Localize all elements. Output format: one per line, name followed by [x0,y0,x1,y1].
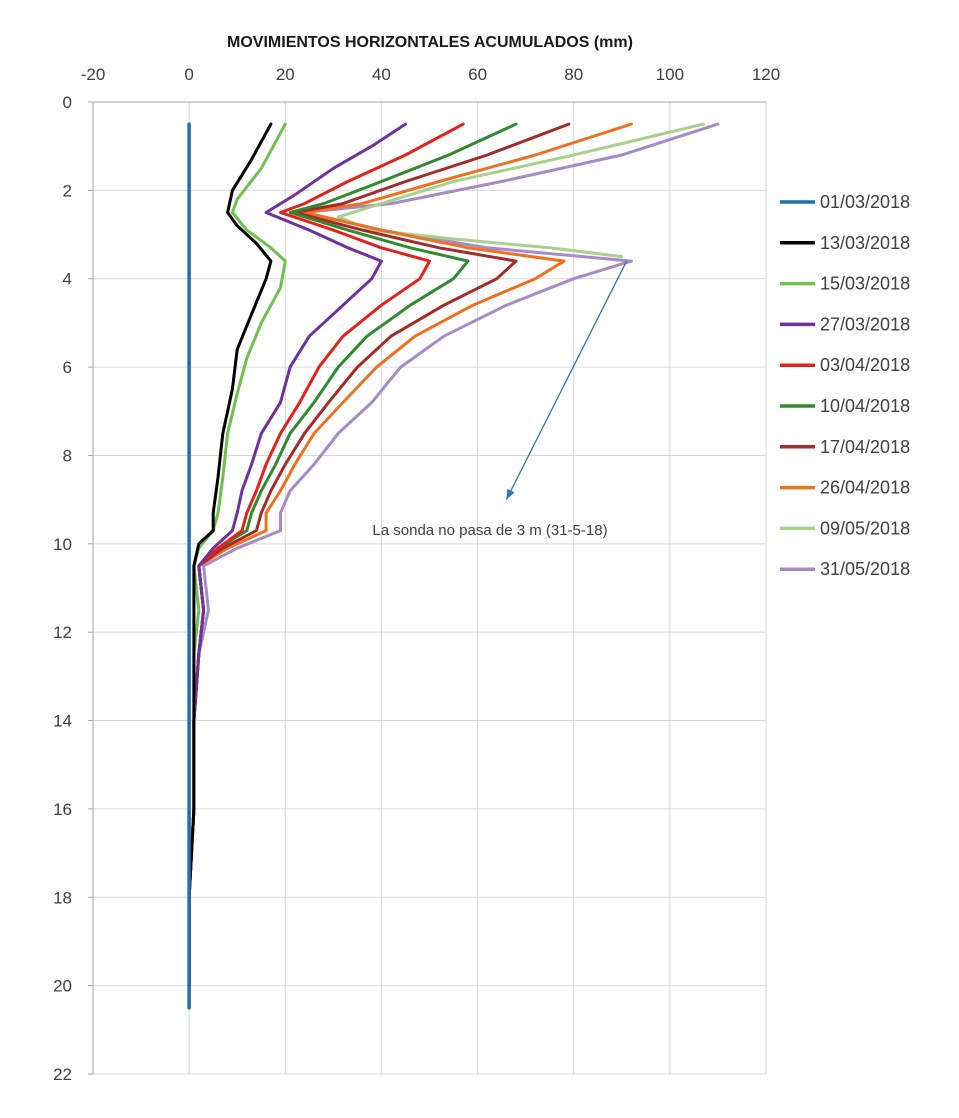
chart-title: MOVIMIENTOS HORIZONTALES ACUMULADOS (mm) [227,34,633,51]
y-tick-label: 2 [63,181,72,200]
x-tick-label: 120 [752,65,780,84]
series-line-09-05-2018 [336,122,705,259]
legend-label: 13/03/2018 [820,233,910,253]
series-line-27-03-2018 [187,122,407,988]
series-line-13-03-2018 [187,122,273,988]
series-line-03-04-2018 [187,122,465,988]
x-tick-label: 40 [372,65,391,84]
legend-label: 31/05/2018 [820,559,910,579]
legend-label: 27/03/2018 [820,314,910,334]
annotation-arrowhead [506,488,515,500]
y-tick-label: 8 [63,446,72,465]
axes: -20 0 20 40 60 80 100 120 0 2 4 6 8 10 12 14 16 18 20 22 [53,65,780,1084]
legend-label: 15/03/2018 [820,274,910,294]
annotation-arrow [505,260,628,500]
legend: 01/03/2018 13/03/2018 15/03/2018 27/03/2018… [780,192,910,579]
legend-label: 09/05/2018 [820,518,910,538]
y-tick-label: 6 [63,358,72,377]
y-tick-label: 16 [53,800,72,819]
x-tick-label: 0 [184,65,193,84]
x-tick-label: 100 [656,65,684,84]
y-tick-label: 4 [63,270,72,289]
y-tick-label: 18 [53,888,72,907]
y-tick-label: 22 [53,1065,72,1084]
y-tick-label: 12 [53,623,72,642]
annotation-text: La sonda no pasa de 3 m (31-5-18) [372,522,607,539]
x-tick-label: 60 [468,65,487,84]
x-tick-label: 20 [276,65,295,84]
legend-label: 03/04/2018 [820,355,910,375]
legend-label: 10/04/2018 [820,396,910,416]
legend-label: 01/03/2018 [820,192,910,212]
grid [92,101,767,1075]
y-tick-label: 0 [63,93,72,112]
legend-label: 17/04/2018 [820,437,910,457]
series-line-26-04-2018 [187,122,633,988]
x-tick-label: 80 [564,65,583,84]
y-tick-label: 14 [53,712,72,731]
y-tick-label: 20 [53,977,72,996]
series-line-15-03-2018 [187,122,287,988]
y-tick-label: 10 [53,535,72,554]
annotation-group: La sonda no pasa de 3 m (31-5-18) [372,260,628,539]
legend-label: 26/04/2018 [820,478,910,498]
plot-area [187,122,720,1010]
x-tick-label: -20 [81,65,106,84]
